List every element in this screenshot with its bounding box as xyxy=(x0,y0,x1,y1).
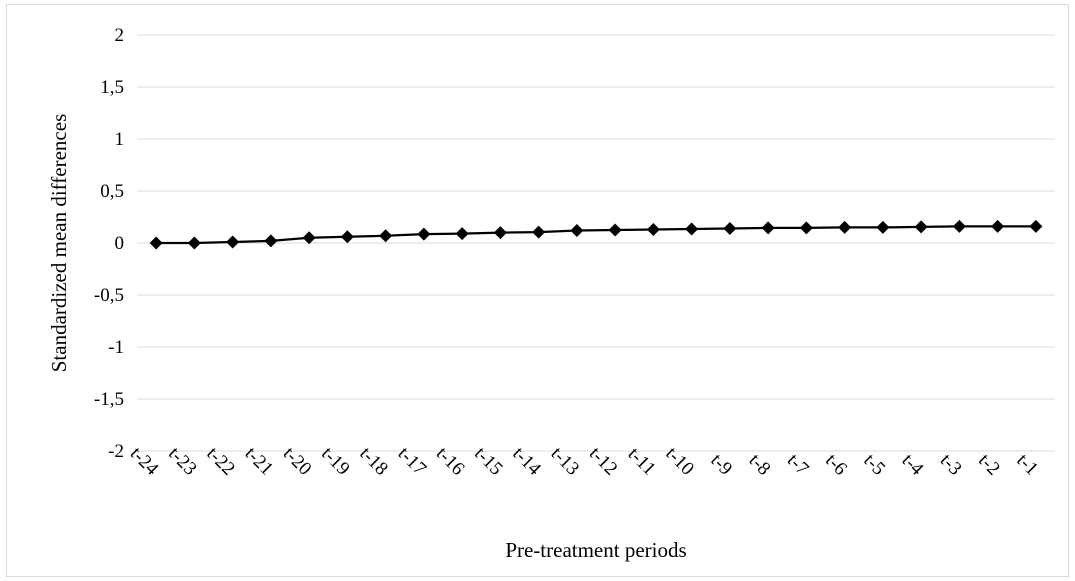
x-tick-label: t-17 xyxy=(394,443,430,479)
data-point xyxy=(302,231,316,245)
x-tick-label: t-14 xyxy=(508,443,545,480)
data-point xyxy=(914,220,928,234)
x-tick-label: t-11 xyxy=(624,444,660,480)
x-tick-label: t-20 xyxy=(279,443,315,479)
y-tick-label: -0,5 xyxy=(94,285,124,306)
y-tick-label: -1,5 xyxy=(94,389,124,410)
data-point xyxy=(991,219,1005,233)
data-point xyxy=(952,219,966,233)
gridlines xyxy=(137,34,1055,452)
data-point xyxy=(685,222,699,236)
data-point xyxy=(340,230,354,244)
data-point xyxy=(455,227,469,241)
x-tick-label: t-10 xyxy=(661,443,697,479)
data-point xyxy=(264,234,278,248)
data-point xyxy=(532,225,546,239)
data-point xyxy=(723,221,737,235)
x-tick-label: t-1 xyxy=(1012,450,1042,480)
x-tick-label: t-12 xyxy=(585,443,621,479)
data-point xyxy=(646,222,660,236)
x-tick-label: t-6 xyxy=(821,450,851,480)
x-axis-title: Pre-treatment periods xyxy=(505,538,686,562)
data-point xyxy=(608,223,622,237)
chart-frame xyxy=(6,4,1069,577)
x-tick-label: t-5 xyxy=(859,450,889,480)
data-point xyxy=(570,224,584,238)
x-tick-label: t-15 xyxy=(470,443,506,479)
y-tick-label: -1 xyxy=(108,337,124,358)
y-axis-title: Standardized mean differences xyxy=(47,114,71,373)
x-tick-label: t-8 xyxy=(745,450,775,480)
data-point xyxy=(761,221,775,235)
data-point xyxy=(417,227,431,241)
x-tick-label: t-3 xyxy=(936,450,966,480)
x-tick-label: t-7 xyxy=(783,450,813,480)
x-tick-label: t-13 xyxy=(547,443,583,479)
y-tick-label: -2 xyxy=(108,441,124,462)
x-tick-label: t-21 xyxy=(241,443,277,479)
y-tick-label: 2 xyxy=(115,25,125,46)
data-point xyxy=(493,226,507,240)
x-tick-label: t-23 xyxy=(164,443,200,479)
y-tick-label: 0,5 xyxy=(100,181,124,202)
series-line xyxy=(156,225,1036,245)
x-tick-label: t-24 xyxy=(126,443,163,480)
x-tick-label: t-9 xyxy=(706,450,736,480)
series-layer xyxy=(149,219,1043,250)
data-point xyxy=(838,220,852,234)
x-tick-label: t-4 xyxy=(898,450,928,480)
data-point xyxy=(876,220,890,234)
x-tick-label: t-19 xyxy=(317,443,353,479)
data-point xyxy=(149,236,163,250)
data-point xyxy=(187,236,201,250)
y-tick-labels: -2 -1,5 -1 -0,5 0 0,5 1 1,5 2 xyxy=(94,25,124,462)
data-point xyxy=(1029,219,1043,233)
y-tick-label: 0 xyxy=(115,233,125,254)
x-tick-label: t-16 xyxy=(432,443,468,479)
x-tick-label: t-18 xyxy=(355,443,391,479)
data-point xyxy=(799,221,813,235)
x-tick-labels: t-24 t-23 t-22 t-21 t-20 t-19 t-18 t-17 t-16 t-15… xyxy=(126,443,1042,480)
y-tick-label: 1 xyxy=(115,129,125,150)
x-tick-label: t-2 xyxy=(974,450,1004,480)
data-point xyxy=(379,229,393,243)
data-point xyxy=(226,235,240,249)
x-tick-label: t-22 xyxy=(202,443,238,479)
y-tick-label: 1,5 xyxy=(100,77,124,98)
